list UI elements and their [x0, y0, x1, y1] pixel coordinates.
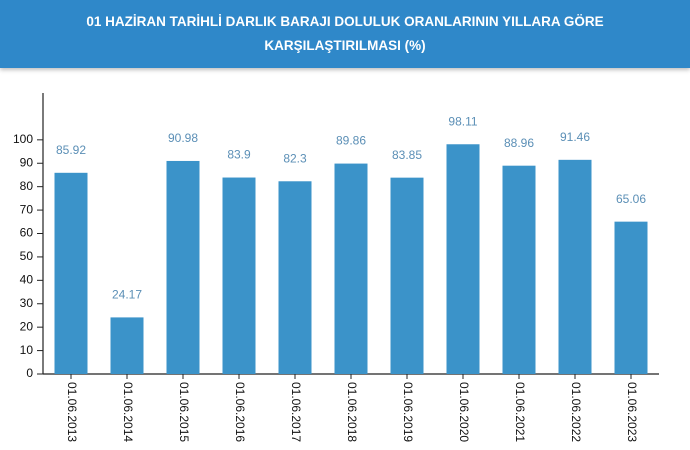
y-tick-label: 50: [20, 249, 34, 263]
y-tick-label: 20: [20, 319, 34, 333]
y-tick-label: 70: [20, 202, 34, 216]
y-tick-label: 10: [20, 343, 34, 357]
x-tick-label: 01.06.2016: [233, 382, 247, 442]
bar: [614, 221, 648, 374]
x-tick-label: 01.06.2018: [345, 382, 359, 442]
x-tick-label: 01.06.2015: [177, 382, 191, 442]
value-label: 83.85: [392, 148, 422, 162]
value-label: 65.06: [616, 192, 646, 206]
y-tick-label: 30: [20, 296, 34, 310]
x-tick-label: 01.06.2020: [457, 382, 471, 442]
x-tick-label: 01.06.2017: [289, 382, 303, 442]
bar: [334, 163, 368, 374]
x-tick-label: 01.06.2019: [401, 382, 415, 442]
y-tick-label: 0: [26, 366, 33, 380]
y-tick-label: 100: [13, 132, 33, 146]
value-label: 89.86: [336, 134, 366, 148]
x-tick-label: 01.06.2014: [121, 382, 135, 442]
x-tick-label: 01.06.2013: [65, 382, 79, 442]
y-tick-label: 90: [20, 155, 34, 169]
header: 01 HAZİRAN TARİHLİ DARLIK BARAJI DOLULUK…: [0, 0, 690, 68]
value-label: 85.92: [56, 143, 86, 157]
bar: [54, 172, 88, 374]
bar: [446, 144, 480, 374]
value-label: 88.96: [504, 136, 534, 150]
value-label: 98.11: [448, 114, 477, 128]
x-tick-label: 01.06.2022: [569, 382, 583, 442]
x-tick-label: 01.06.2021: [513, 382, 527, 442]
bar: [278, 181, 312, 374]
value-label: 24.17: [112, 288, 142, 302]
bar: [166, 160, 200, 374]
value-label: 82.3: [283, 151, 307, 165]
bar: [110, 317, 144, 374]
bar: [390, 177, 424, 374]
chart-title: 01 HAZİRAN TARİHLİ DARLIK BARAJI DOLULUK…: [86, 14, 604, 53]
y-tick-label: 80: [20, 179, 34, 193]
value-label: 83.9: [227, 148, 251, 162]
bar: [502, 165, 536, 374]
y-tick-label: 60: [20, 226, 34, 240]
value-label: 91.46: [560, 130, 590, 144]
bar: [222, 177, 256, 374]
bar: [558, 159, 592, 374]
value-label: 90.98: [168, 131, 198, 145]
y-tick-label: 40: [20, 273, 34, 287]
x-tick-label: 01.06.2023: [625, 382, 639, 442]
